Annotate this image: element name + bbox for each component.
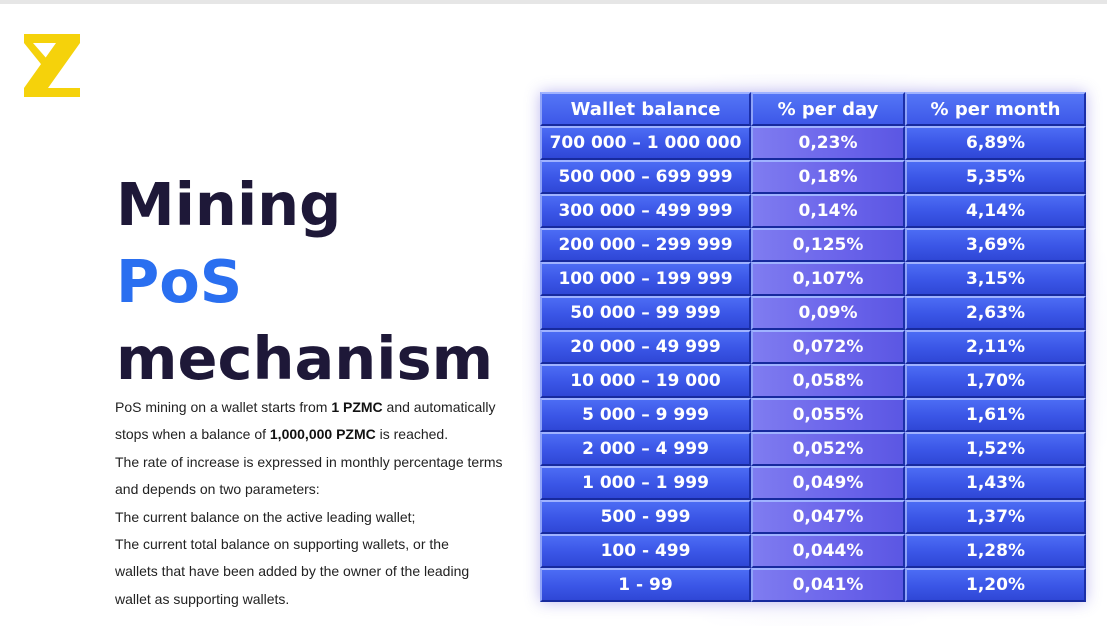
cell-wallet-balance: 2 000 – 4 999 (540, 432, 751, 466)
cell-percent-per-month: 1,61% (905, 398, 1086, 432)
cell-percent-per-month: 4,14% (905, 194, 1086, 228)
description-line: stops when a balance of 1,000,000 PZMC i… (115, 426, 449, 443)
cell-percent-per-month: 1,37% (905, 500, 1086, 534)
description-line: wallets that have been added by the owne… (115, 563, 470, 580)
page-title: Mining PoS mechanism (116, 166, 493, 397)
cell-percent-per-month: 1,28% (905, 534, 1086, 568)
title-line-mechanism: mechanism (116, 324, 494, 393)
cell-percent-per-day: 0,047% (751, 500, 905, 534)
cell-wallet-balance: 300 000 – 499 999 (540, 194, 751, 228)
cell-percent-per-day: 0,052% (751, 432, 905, 466)
cell-percent-per-month: 1,70% (905, 364, 1086, 398)
min-amount-highlight: 1 PZMC (331, 399, 383, 415)
cell-percent-per-day: 0,125% (751, 228, 905, 262)
cell-percent-per-day: 0,23% (751, 126, 905, 160)
title-line-mining: Mining (116, 170, 342, 239)
title-line-pos: PoS (116, 247, 243, 316)
cell-percent-per-day: 0,058% (751, 364, 905, 398)
cell-percent-per-month: 1,43% (905, 466, 1086, 500)
max-amount-highlight: 1,000,000 PZMC (269, 426, 376, 443)
cell-wallet-balance: 700 000 – 1 000 000 (540, 126, 751, 160)
cell-wallet-balance: 500 - 999 (540, 500, 751, 534)
cell-percent-per-month: 5,35% (905, 160, 1086, 194)
description-text: PoS mining on a wallet starts from 1 PZM… (115, 394, 510, 613)
description-line: wallet as supporting wallets. (115, 590, 290, 607)
cell-percent-per-month: 3,15% (905, 262, 1086, 296)
description-line: The current total balance on supporting … (115, 536, 449, 553)
cell-wallet-balance: 5 000 – 9 999 (540, 398, 751, 432)
cell-percent-per-month: 2,11% (905, 330, 1086, 364)
cell-percent-per-month: 6,89% (905, 126, 1086, 160)
z-logo-icon (24, 34, 80, 97)
description-line: The current balance on the active leadin… (115, 508, 416, 525)
cell-wallet-balance: 100 000 – 199 999 (540, 262, 751, 296)
cell-percent-per-day: 0,072% (751, 330, 905, 364)
header-percent-per-month: % per month (905, 92, 1086, 126)
cell-percent-per-day: 0,055% (751, 398, 905, 432)
cell-wallet-balance: 1 000 – 1 999 (540, 466, 751, 500)
cell-wallet-balance: 100 - 499 (540, 534, 751, 568)
cell-wallet-balance: 500 000 – 699 999 (540, 160, 751, 194)
cell-percent-per-month: 1,20% (905, 568, 1086, 602)
cell-percent-per-day: 0,049% (751, 466, 905, 500)
description-line: and depends on two parameters: (115, 481, 320, 498)
cell-percent-per-day: 0,14% (751, 194, 905, 228)
cell-wallet-balance: 10 000 – 19 000 (540, 364, 751, 398)
cell-percent-per-month: 2,63% (905, 296, 1086, 330)
cell-percent-per-day: 0,18% (751, 160, 905, 194)
cell-percent-per-day: 0,044% (751, 534, 905, 568)
cell-percent-per-month: 1,52% (905, 432, 1086, 466)
cell-percent-per-day: 0,09% (751, 296, 905, 330)
cell-wallet-balance: 200 000 – 299 999 (540, 228, 751, 262)
top-divider (0, 0, 1107, 4)
description-line: The rate of increase is expressed in mon… (115, 453, 503, 470)
cell-percent-per-day: 0,041% (751, 568, 905, 602)
header-wallet-balance: Wallet balance (540, 92, 751, 126)
description-line: PoS mining on a wallet starts from 1 PZM… (115, 399, 496, 415)
header-percent-per-day: % per day (751, 92, 905, 126)
cell-wallet-balance: 50 000 – 99 999 (540, 296, 751, 330)
cell-percent-per-month: 3,69% (905, 228, 1086, 262)
cell-wallet-balance: 20 000 – 49 999 (540, 330, 751, 364)
cell-percent-per-day: 0,107% (751, 262, 905, 296)
cell-wallet-balance: 1 - 99 (540, 568, 751, 602)
mining-rate-table: Wallet balance% per day% per month 700 00… (540, 92, 1086, 602)
